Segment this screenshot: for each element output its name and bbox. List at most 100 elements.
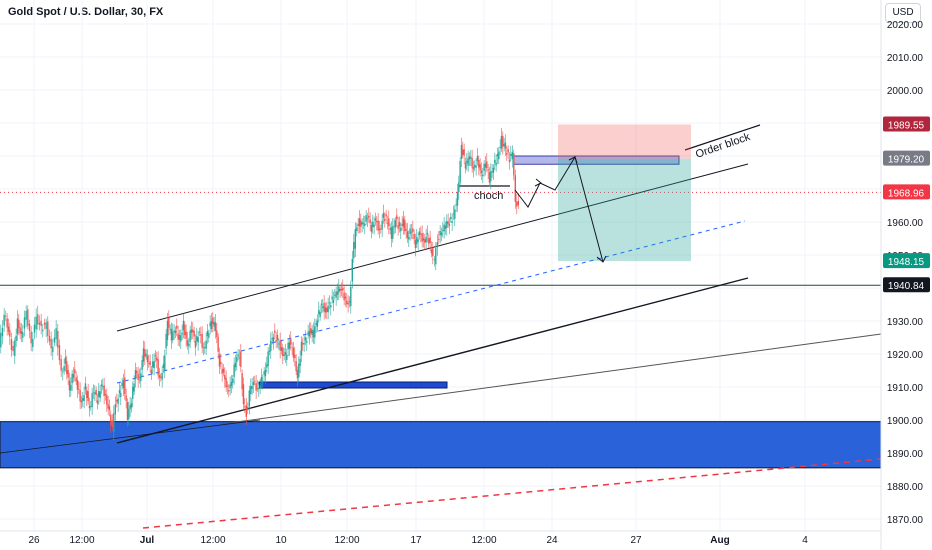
candle-body — [424, 239, 426, 243]
candle-body — [68, 380, 71, 391]
candle-body — [322, 306, 324, 309]
candle-body — [456, 191, 459, 206]
price-label-bg — [883, 253, 930, 269]
candle-body — [320, 303, 323, 306]
candle-body — [366, 218, 369, 220]
candle-body — [307, 331, 309, 336]
candles — [0, 128, 519, 441]
candle-body — [482, 174, 484, 177]
zones — [0, 155, 882, 469]
candle-body — [66, 361, 68, 375]
candle-body — [283, 354, 285, 357]
support-zone — [0, 421, 882, 469]
candle-body — [38, 322, 41, 325]
candle-body — [447, 221, 449, 224]
candle-body — [471, 158, 473, 168]
candle-body — [466, 160, 468, 163]
candle-body — [484, 163, 487, 168]
candle-body — [48, 335, 51, 342]
candle-body — [268, 350, 271, 352]
price-axis[interactable]: 1870.00 1880.00 1890.00 1900.00 1910.00 1920.… — [880, 0, 924, 550]
candle-body — [498, 151, 500, 160]
candle-body — [310, 328, 312, 334]
price-tick-label: 1930.00 — [887, 317, 924, 328]
candle-body — [238, 357, 241, 359]
candle-body — [454, 209, 456, 219]
candle-body — [292, 348, 295, 358]
candle-body — [193, 330, 195, 337]
candle-body — [64, 357, 67, 364]
candle-body — [102, 386, 104, 388]
candle-body — [146, 355, 149, 363]
candle-body — [264, 369, 267, 377]
candle-body — [392, 226, 394, 239]
candle-body — [57, 330, 59, 348]
candle-body — [476, 156, 479, 162]
candle-body — [28, 323, 31, 331]
candle-body — [492, 167, 495, 173]
arrow-head — [568, 156, 578, 164]
candle-body — [421, 233, 423, 242]
currency-button[interactable]: USD — [885, 3, 921, 23]
candle-body — [398, 222, 401, 227]
candle-body — [148, 363, 150, 364]
candle-body — [260, 376, 263, 382]
candle-body — [149, 361, 151, 365]
candle-body — [12, 345, 14, 352]
candle-body — [226, 385, 229, 387]
candle-body — [19, 327, 21, 334]
candle-body — [420, 233, 422, 235]
candle-body — [358, 218, 361, 227]
price-label: 1940.84 — [888, 281, 925, 292]
candle-body — [284, 352, 287, 355]
candle-body — [275, 340, 277, 342]
candle-body — [396, 215, 398, 220]
candle-body — [450, 216, 452, 219]
candle-body — [425, 236, 427, 243]
candle-body — [502, 135, 504, 147]
candle-body — [225, 378, 227, 388]
candle-body — [156, 357, 158, 361]
candle-body — [402, 218, 405, 227]
candle-body — [334, 294, 336, 296]
candle-body — [158, 375, 161, 378]
candle-body — [408, 236, 410, 240]
base-line — [0, 419, 261, 454]
candle-body — [416, 237, 418, 245]
candle-body — [18, 319, 20, 329]
candle-body — [451, 221, 453, 223]
candle-body — [422, 238, 425, 241]
time-tick-label: 12:00 — [471, 535, 496, 546]
candle-body — [405, 229, 407, 231]
time-axis[interactable]: 26 12:00 Jul 12:00 10 12:00 17 12:00 24 27 Aug 4 — [0, 530, 881, 546]
candle-body — [92, 392, 95, 394]
candle-body — [99, 391, 101, 398]
candle-body — [252, 382, 255, 385]
candle-body — [236, 357, 238, 363]
candle-body — [274, 330, 276, 333]
stop-loss-zone — [558, 124, 691, 159]
candle-body — [385, 214, 387, 217]
candle-body — [224, 375, 226, 380]
candle-body — [272, 337, 275, 343]
candle-body — [259, 385, 261, 389]
red-trend-line — [142, 458, 882, 529]
candle-body — [331, 296, 333, 300]
candle-body — [459, 160, 461, 183]
candle-body — [196, 336, 198, 342]
candle-body — [83, 395, 85, 401]
candle-body — [467, 158, 469, 166]
candle-body — [386, 223, 389, 225]
price-label: 1979.20 — [888, 155, 925, 166]
candle-body — [479, 164, 481, 171]
position-tool[interactable] — [514, 124, 691, 263]
candle-body — [197, 337, 199, 343]
candle-body — [475, 165, 477, 168]
candle-body — [500, 135, 503, 149]
candle-body — [251, 386, 253, 389]
candle-body — [517, 201, 519, 206]
candle-body — [90, 406, 92, 407]
candle-body — [228, 390, 230, 392]
candle-body — [120, 392, 122, 397]
